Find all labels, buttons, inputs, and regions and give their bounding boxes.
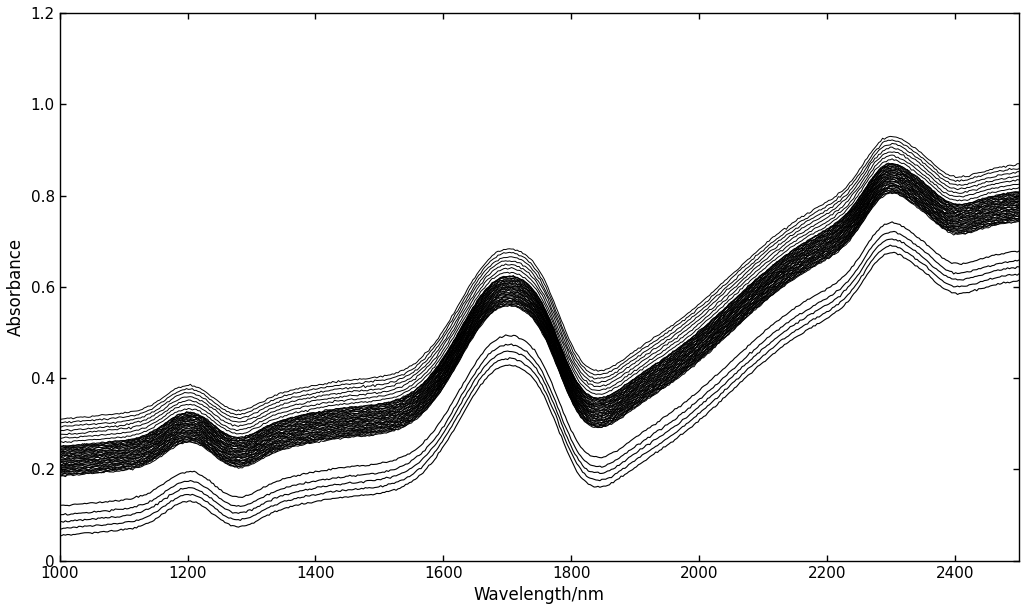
Y-axis label: Absorbance: Absorbance [7, 238, 25, 336]
X-axis label: Wavelength/nm: Wavelength/nm [474, 586, 605, 604]
